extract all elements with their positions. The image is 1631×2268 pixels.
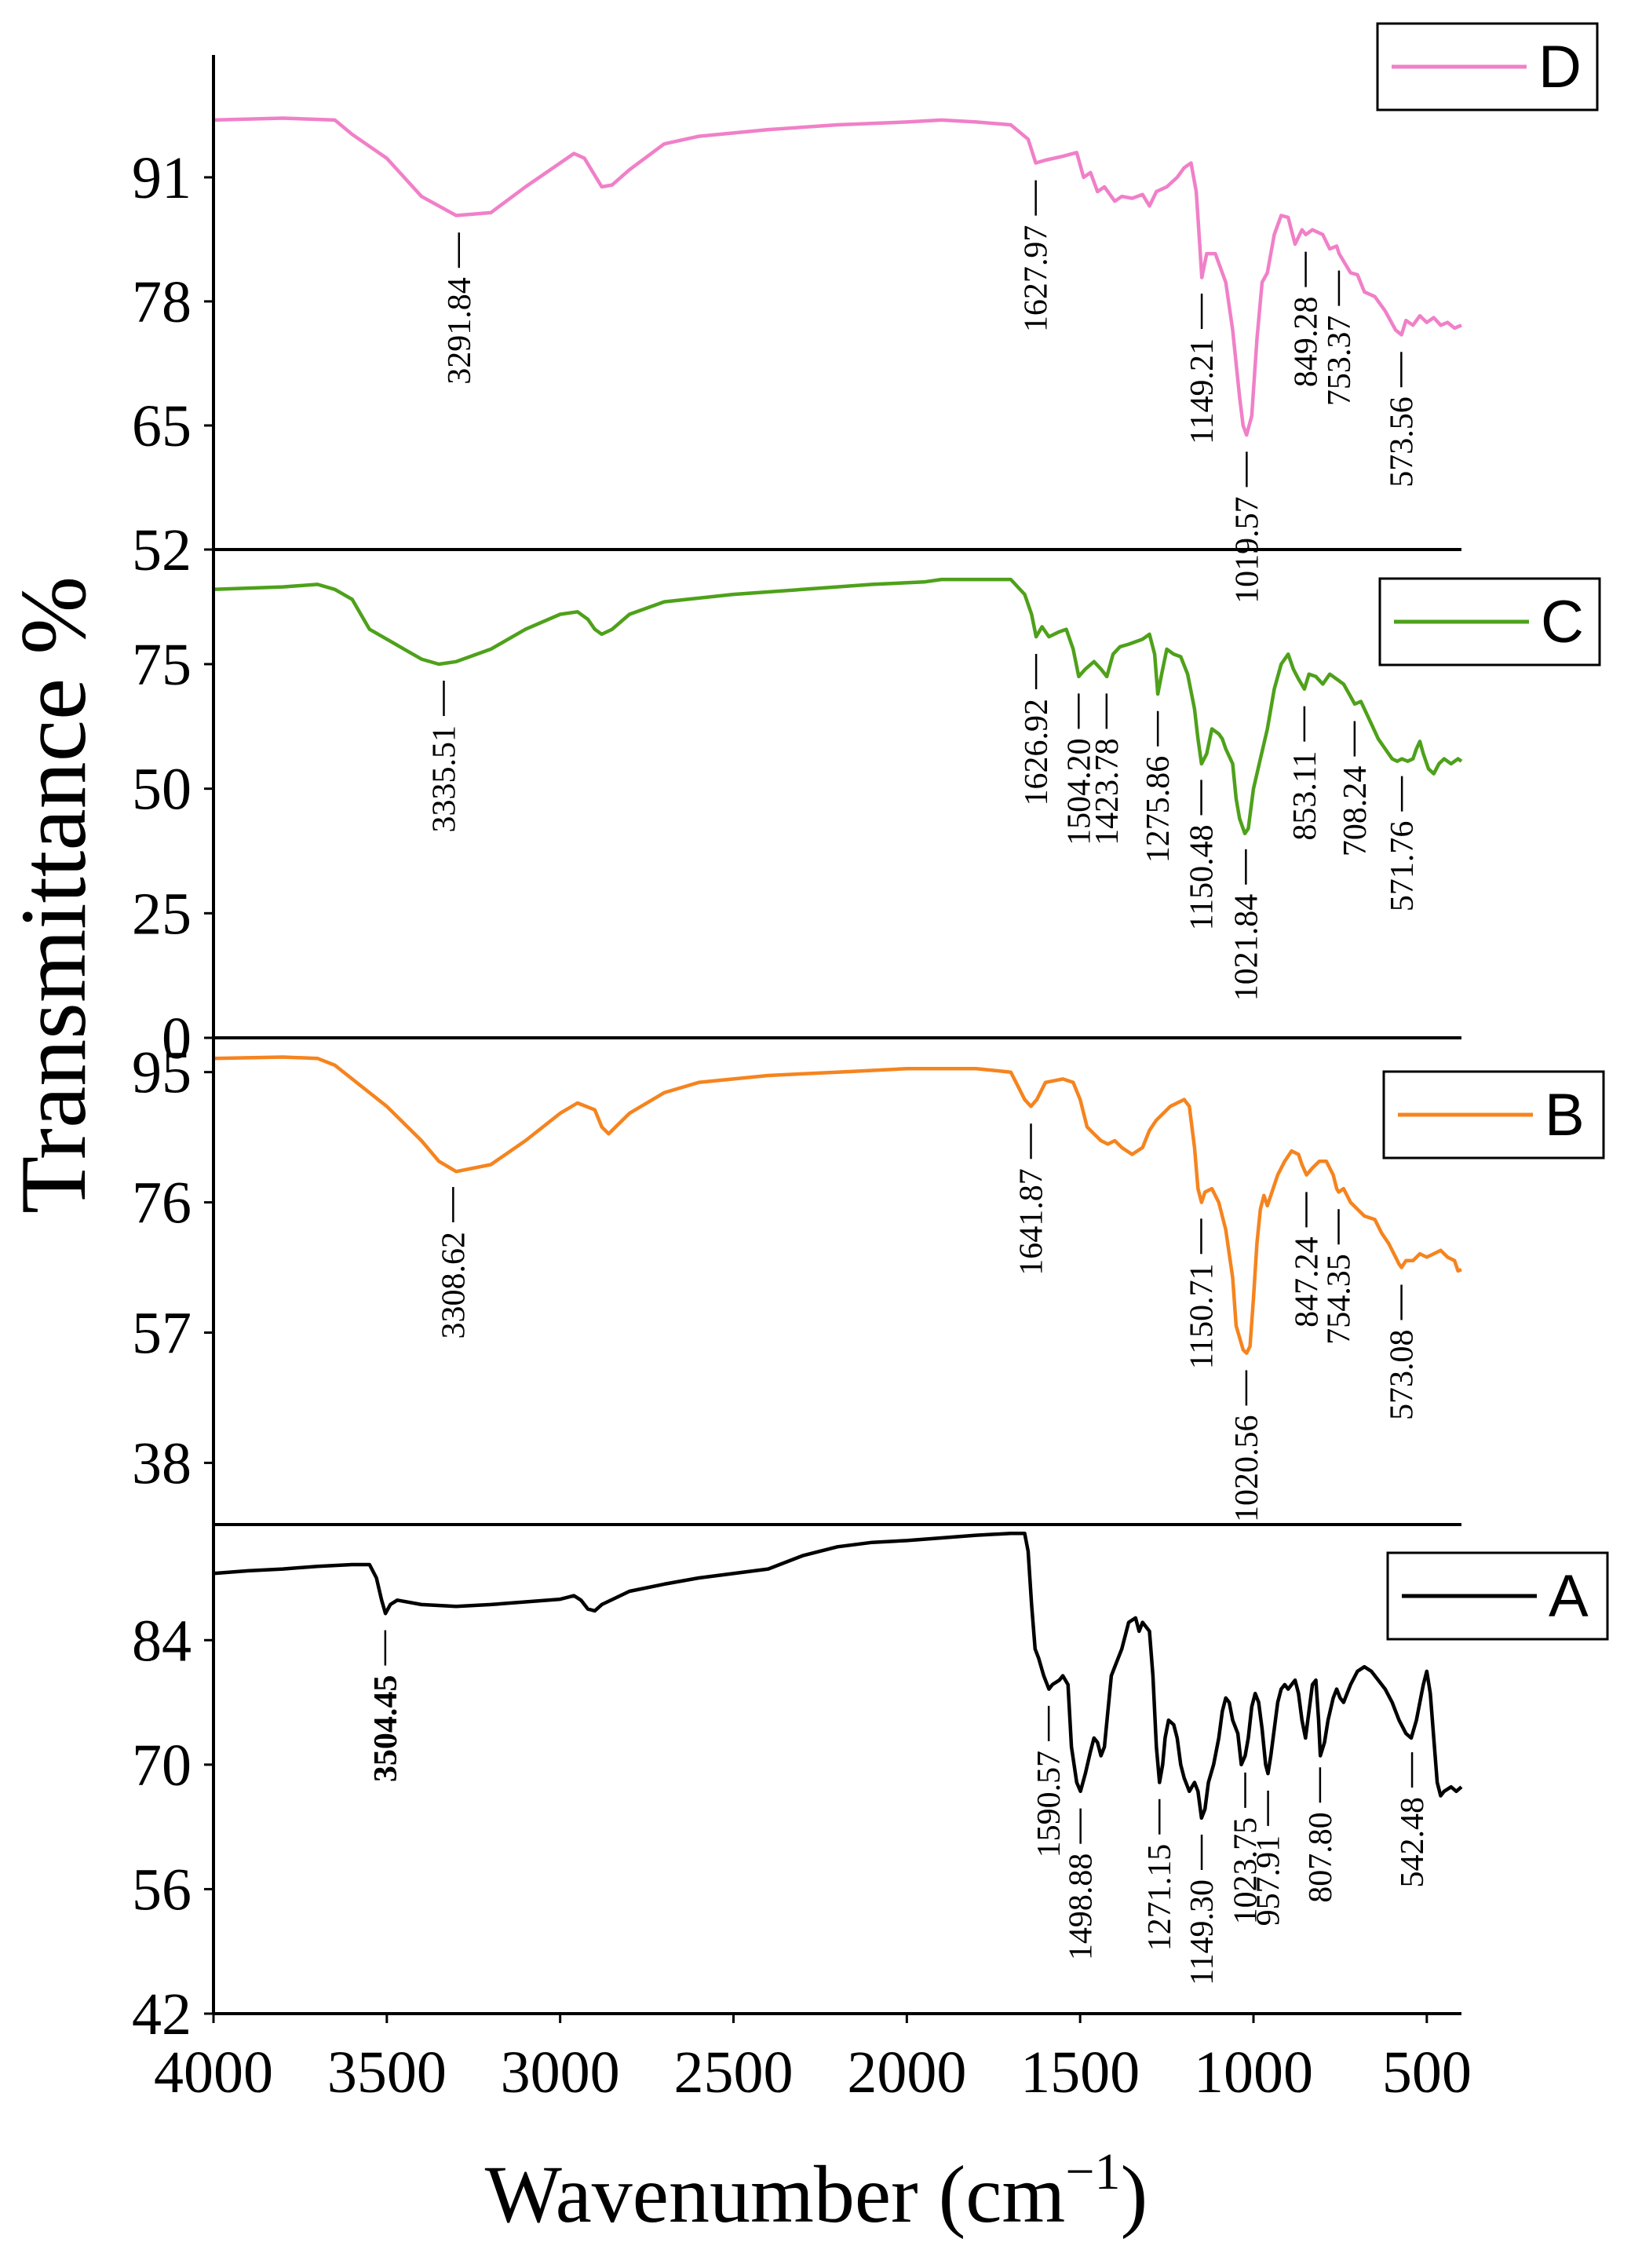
y-tick-label: 56	[132, 1857, 192, 1923]
y-tick-label: 52	[132, 517, 192, 583]
peak-label: 753.37	[1322, 316, 1358, 406]
y-tick-label: 84	[132, 1608, 192, 1674]
peak-label: 573.56	[1384, 396, 1420, 488]
series-line-d	[213, 116, 1462, 437]
axes-layer: 4000 3500 3000 2500 2000 1500 1000 500	[154, 55, 1472, 2105]
x-tick-label: 4000	[154, 2040, 273, 2105]
y-tick-label: 91	[132, 145, 192, 211]
peak-label: 3291.84	[442, 277, 478, 385]
y-tick-label: 57	[132, 1300, 192, 1366]
peak-label: 1149.21	[1184, 338, 1221, 444]
peak-label: 807.80	[1303, 1812, 1339, 1903]
peak-label: 847.24	[1289, 1236, 1325, 1328]
peak-label: 1641.87	[1014, 1168, 1050, 1276]
peak-label: 542.48	[1395, 1797, 1431, 1888]
series-line-b	[213, 1055, 1462, 1355]
y-axis-title: Transmittance %	[1, 576, 105, 1214]
x-tick-label: 1500	[1020, 2040, 1140, 2105]
x-tick-label: 3500	[327, 2040, 447, 2105]
y-tick-label: 76	[132, 1171, 192, 1236]
legend-c: C	[1378, 577, 1601, 667]
legend-d: D	[1376, 22, 1599, 111]
x-axis-title: Wavenumber (cm−1)	[485, 2143, 1148, 2240]
peak-label: 1271.15	[1142, 1844, 1178, 1952]
peak-label: 1275.86	[1140, 756, 1177, 863]
x-tick-label: 500	[1382, 2040, 1472, 2105]
x-axis-unit-sup: −1	[1065, 2143, 1120, 2200]
peak-label: 853.11	[1287, 751, 1323, 841]
peak-label: 1021.84	[1228, 894, 1264, 1002]
peak-label: 1626.92	[1019, 699, 1055, 806]
y-tick-label: 25	[132, 881, 192, 947]
peak-label: 3308.62	[436, 1232, 472, 1339]
y-tick-label: 65	[132, 393, 192, 459]
peak-label: 1423.78	[1089, 738, 1126, 845]
peak-label: 1150.48	[1184, 824, 1221, 930]
y-tick-label: 78	[132, 269, 192, 335]
legend-label: D	[1538, 34, 1582, 100]
legend-label: C	[1541, 589, 1584, 656]
peak-label: 1150.71	[1184, 1263, 1220, 1369]
peak-label: 3335.51	[426, 725, 462, 833]
peak-label: 1020.56	[1229, 1415, 1265, 1522]
peak-label: 1590.57	[1031, 1751, 1067, 1858]
y-tick-label: 38	[132, 1430, 192, 1496]
peak-label: 1019.57	[1229, 496, 1265, 604]
x-tick-label: 1000	[1194, 2040, 1313, 2105]
x-tick-label: 2000	[847, 2040, 966, 2105]
legend-label: B	[1545, 1082, 1585, 1149]
peak-label: 1498.88	[1064, 1853, 1100, 1961]
peak-label: 3504.45	[368, 1675, 404, 1783]
legend-b: B	[1382, 1070, 1605, 1160]
x-axis-title-main: Wavenumber	[485, 2149, 918, 2240]
peak-label: 1023.75	[1228, 1817, 1264, 1925]
y-tick-label: 75	[132, 632, 192, 698]
y-tick-label: 70	[132, 1733, 192, 1799]
peak-label: 1149.30	[1184, 1879, 1221, 1985]
x-tick-label: 2500	[674, 2040, 794, 2105]
series-line-c	[213, 577, 1463, 836]
peak-label: 849.28	[1289, 297, 1325, 388]
x-axis-unit-open: (cm	[939, 2149, 1066, 2240]
peak-label: 1627.97	[1019, 225, 1055, 333]
legend-label: A	[1549, 1563, 1589, 1630]
series-line-a	[213, 1532, 1463, 1821]
y-tick-label: 0	[162, 1006, 192, 1072]
peak-label: 1504.20	[1061, 738, 1097, 845]
peak-label: 708.24	[1337, 766, 1374, 857]
panels-layer: 52 65 78 91 3291.84 1627.97 1149.21 1019.57 849.…	[132, 22, 1609, 2047]
y-tick-label: 95	[132, 1040, 192, 1106]
panel-b: 38 57 76 95 3308.62 1641.87 1150.71 1020.56 847.…	[132, 1040, 1605, 1526]
y-tick-label: 42	[132, 1981, 192, 2047]
panel-d: 52 65 78 91 3291.84 1627.97 1149.21 1019.57 849.…	[132, 22, 1599, 604]
x-axis-unit-close: )	[1121, 2149, 1148, 2240]
x-tick-label: 3000	[501, 2040, 620, 2105]
legend-a: A	[1386, 1551, 1609, 1641]
y-tick-label: 50	[132, 757, 192, 823]
peak-label: 571.76	[1385, 821, 1421, 912]
peak-label: 754.35	[1321, 1254, 1357, 1345]
peak-label: 573.08	[1385, 1329, 1421, 1420]
peak-label: 957.91	[1251, 1835, 1287, 1927]
